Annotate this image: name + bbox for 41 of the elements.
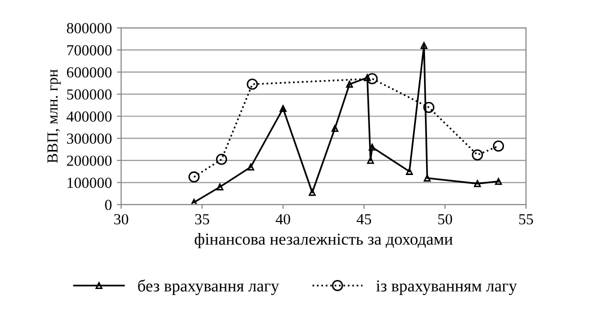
- point: [420, 42, 428, 50]
- point: [424, 174, 431, 182]
- legend-label: без врахування лагу: [138, 279, 280, 295]
- point: [188, 171, 200, 183]
- point: [367, 156, 374, 164]
- x-tick-label: 50: [438, 214, 452, 224]
- point: [492, 140, 504, 152]
- point: [364, 74, 371, 82]
- legend-label: із врахуванням лагу: [376, 280, 517, 295]
- point: [247, 164, 254, 171]
- point: [474, 180, 481, 188]
- point: [246, 78, 258, 90]
- x-tick-label: 45: [356, 214, 372, 224]
- point: [216, 154, 228, 165]
- y-tick-label: 400000: [66, 111, 112, 122]
- y-tick-label: 700000: [67, 45, 112, 56]
- y-tick-label: 300000: [67, 133, 112, 144]
- y-tick-label: 600000: [66, 67, 112, 78]
- point: [216, 183, 224, 190]
- point: [366, 73, 378, 84]
- x-tick-label: 30: [114, 214, 128, 224]
- point: [406, 168, 413, 175]
- point: [346, 80, 353, 88]
- point: [472, 149, 483, 160]
- point: [368, 144, 376, 151]
- point: [308, 188, 316, 196]
- x-tick-label: 40: [276, 214, 290, 224]
- x-tick-label: 35: [195, 214, 210, 224]
- y-tick-label: 100000: [68, 178, 112, 188]
- y-tick-label: 800000: [66, 23, 112, 34]
- x-tick-label: 55: [519, 214, 534, 224]
- y-axis-title: ВВП, млн. грн: [47, 69, 61, 163]
- y-tick-label: 500000: [67, 89, 112, 100]
- point: [331, 124, 338, 132]
- point: [494, 178, 502, 185]
- point: [280, 105, 287, 112]
- y-tick-label: 0: [105, 200, 112, 210]
- point: [190, 198, 198, 205]
- point: [423, 102, 434, 113]
- x-axis-title: фінансова незалежність за доходами: [194, 233, 453, 248]
- y-tick-label: 200000: [66, 156, 112, 166]
